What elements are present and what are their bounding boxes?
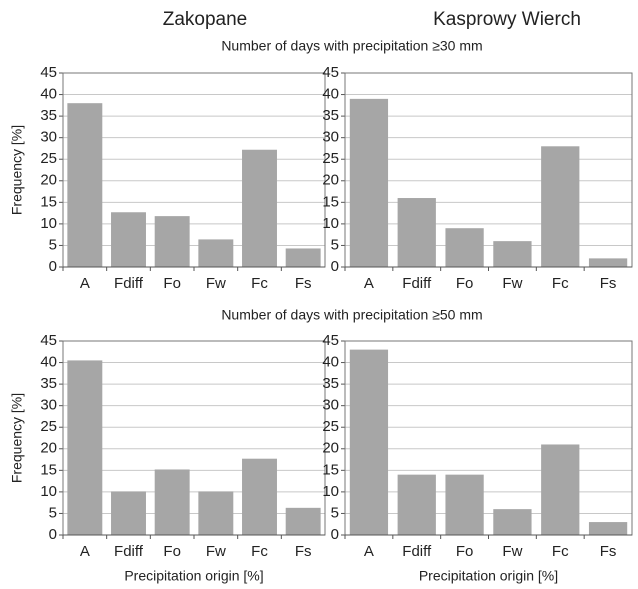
bar <box>445 228 484 267</box>
y-tick-label: 10 <box>40 483 57 500</box>
y-tick-label: 15 <box>322 193 339 210</box>
y-tick-label: 40 <box>322 86 339 103</box>
y-tick-label: 45 <box>322 64 339 81</box>
y-tick-label: 40 <box>322 354 339 371</box>
x-tick-label: Fo <box>163 543 181 560</box>
y-tick-label: 15 <box>322 461 339 478</box>
bar <box>285 248 321 267</box>
bar <box>198 239 234 267</box>
x-tick-label: Fo <box>163 275 181 292</box>
column-title: Kasprowy Wierch <box>433 9 581 30</box>
y-tick-label: 45 <box>40 64 57 81</box>
y-tick-label: 20 <box>322 172 339 189</box>
bar <box>541 146 580 267</box>
bar <box>111 491 146 535</box>
x-axis-label: Precipitation origin [%] <box>124 568 263 584</box>
x-tick-label: Fw <box>206 543 226 560</box>
x-tick-label: A <box>364 543 374 560</box>
bar <box>541 444 580 535</box>
y-tick-label: 10 <box>322 483 339 500</box>
x-tick-label: Fc <box>552 275 569 292</box>
x-tick-label: Fc <box>552 543 569 560</box>
bar <box>493 241 532 267</box>
x-tick-label: Fdiff <box>114 275 144 292</box>
row-title: Number of days with precipitation ≥30 mm <box>221 38 482 54</box>
y-tick-label: 0 <box>331 258 339 275</box>
row-title: Number of days with precipitation ≥50 mm <box>221 307 482 323</box>
bar <box>242 458 277 535</box>
bar <box>198 491 234 535</box>
y-axis-label: Frequency [%] <box>9 393 25 483</box>
bar <box>493 509 532 535</box>
x-tick-label: Fw <box>502 543 522 560</box>
x-tick-label: Fc <box>251 543 268 560</box>
x-tick-label: Fdiff <box>114 543 144 560</box>
y-tick-label: 20 <box>40 440 57 457</box>
x-axis-label: Precipitation origin [%] <box>419 568 558 584</box>
bar <box>349 98 389 267</box>
y-tick-label: 20 <box>40 172 57 189</box>
x-tick-label: A <box>364 275 374 292</box>
bar <box>349 349 389 535</box>
y-tick-label: 10 <box>40 215 57 232</box>
y-tick-label: 40 <box>40 354 57 371</box>
bar <box>397 198 436 267</box>
bar <box>588 522 628 535</box>
y-tick-label: 25 <box>40 418 57 435</box>
y-tick-label: 5 <box>49 236 57 253</box>
x-tick-label: Fs <box>295 543 312 560</box>
y-tick-label: 45 <box>40 332 57 349</box>
x-tick-label: Fc <box>251 275 268 292</box>
y-tick-label: 25 <box>322 418 339 435</box>
x-tick-label: Fw <box>206 275 226 292</box>
y-tick-label: 45 <box>322 332 339 349</box>
y-tick-label: 5 <box>49 504 57 521</box>
y-tick-label: 0 <box>49 258 57 275</box>
x-tick-label: Fs <box>295 275 312 292</box>
x-tick-label: Fdiff <box>402 543 432 560</box>
y-tick-label: 35 <box>40 107 57 124</box>
y-tick-label: 10 <box>322 215 339 232</box>
bar <box>242 149 277 267</box>
bar <box>67 360 103 535</box>
y-tick-label: 30 <box>322 397 339 414</box>
y-tick-label: 30 <box>322 129 339 146</box>
bar <box>154 469 190 535</box>
y-tick-label: 20 <box>322 440 339 457</box>
x-tick-label: Fs <box>600 543 617 560</box>
x-tick-label: Fo <box>456 275 474 292</box>
bar <box>154 216 190 267</box>
bar <box>67 103 103 267</box>
y-tick-label: 25 <box>322 150 339 167</box>
column-title: Zakopane <box>163 9 248 30</box>
y-tick-label: 0 <box>49 526 57 543</box>
x-tick-label: A <box>80 543 90 560</box>
y-tick-label: 0 <box>331 526 339 543</box>
y-tick-label: 5 <box>331 504 339 521</box>
y-tick-label: 15 <box>40 461 57 478</box>
y-tick-label: 15 <box>40 193 57 210</box>
y-tick-label: 5 <box>331 236 339 253</box>
x-tick-label: Fdiff <box>402 275 432 292</box>
x-tick-label: A <box>80 275 90 292</box>
y-tick-label: 25 <box>40 150 57 167</box>
x-tick-label: Fs <box>600 275 617 292</box>
y-tick-label: 40 <box>40 86 57 103</box>
x-tick-label: Fo <box>456 543 474 560</box>
y-tick-label: 30 <box>40 397 57 414</box>
y-axis-label: Frequency [%] <box>9 125 25 215</box>
bar <box>397 474 436 535</box>
bar <box>445 474 484 535</box>
y-tick-label: 35 <box>40 375 57 392</box>
bar <box>285 507 321 535</box>
y-tick-label: 30 <box>40 129 57 146</box>
y-tick-label: 35 <box>322 375 339 392</box>
y-tick-label: 35 <box>322 107 339 124</box>
x-tick-label: Fw <box>502 275 522 292</box>
bar <box>588 258 628 267</box>
bar <box>111 212 146 267</box>
